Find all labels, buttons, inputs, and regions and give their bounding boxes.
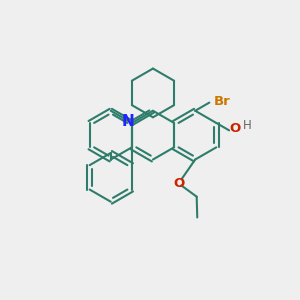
Text: O: O — [173, 177, 184, 190]
Text: Br: Br — [214, 94, 230, 108]
Text: H: H — [243, 118, 252, 131]
Text: N: N — [122, 114, 135, 129]
Text: O: O — [229, 122, 240, 135]
